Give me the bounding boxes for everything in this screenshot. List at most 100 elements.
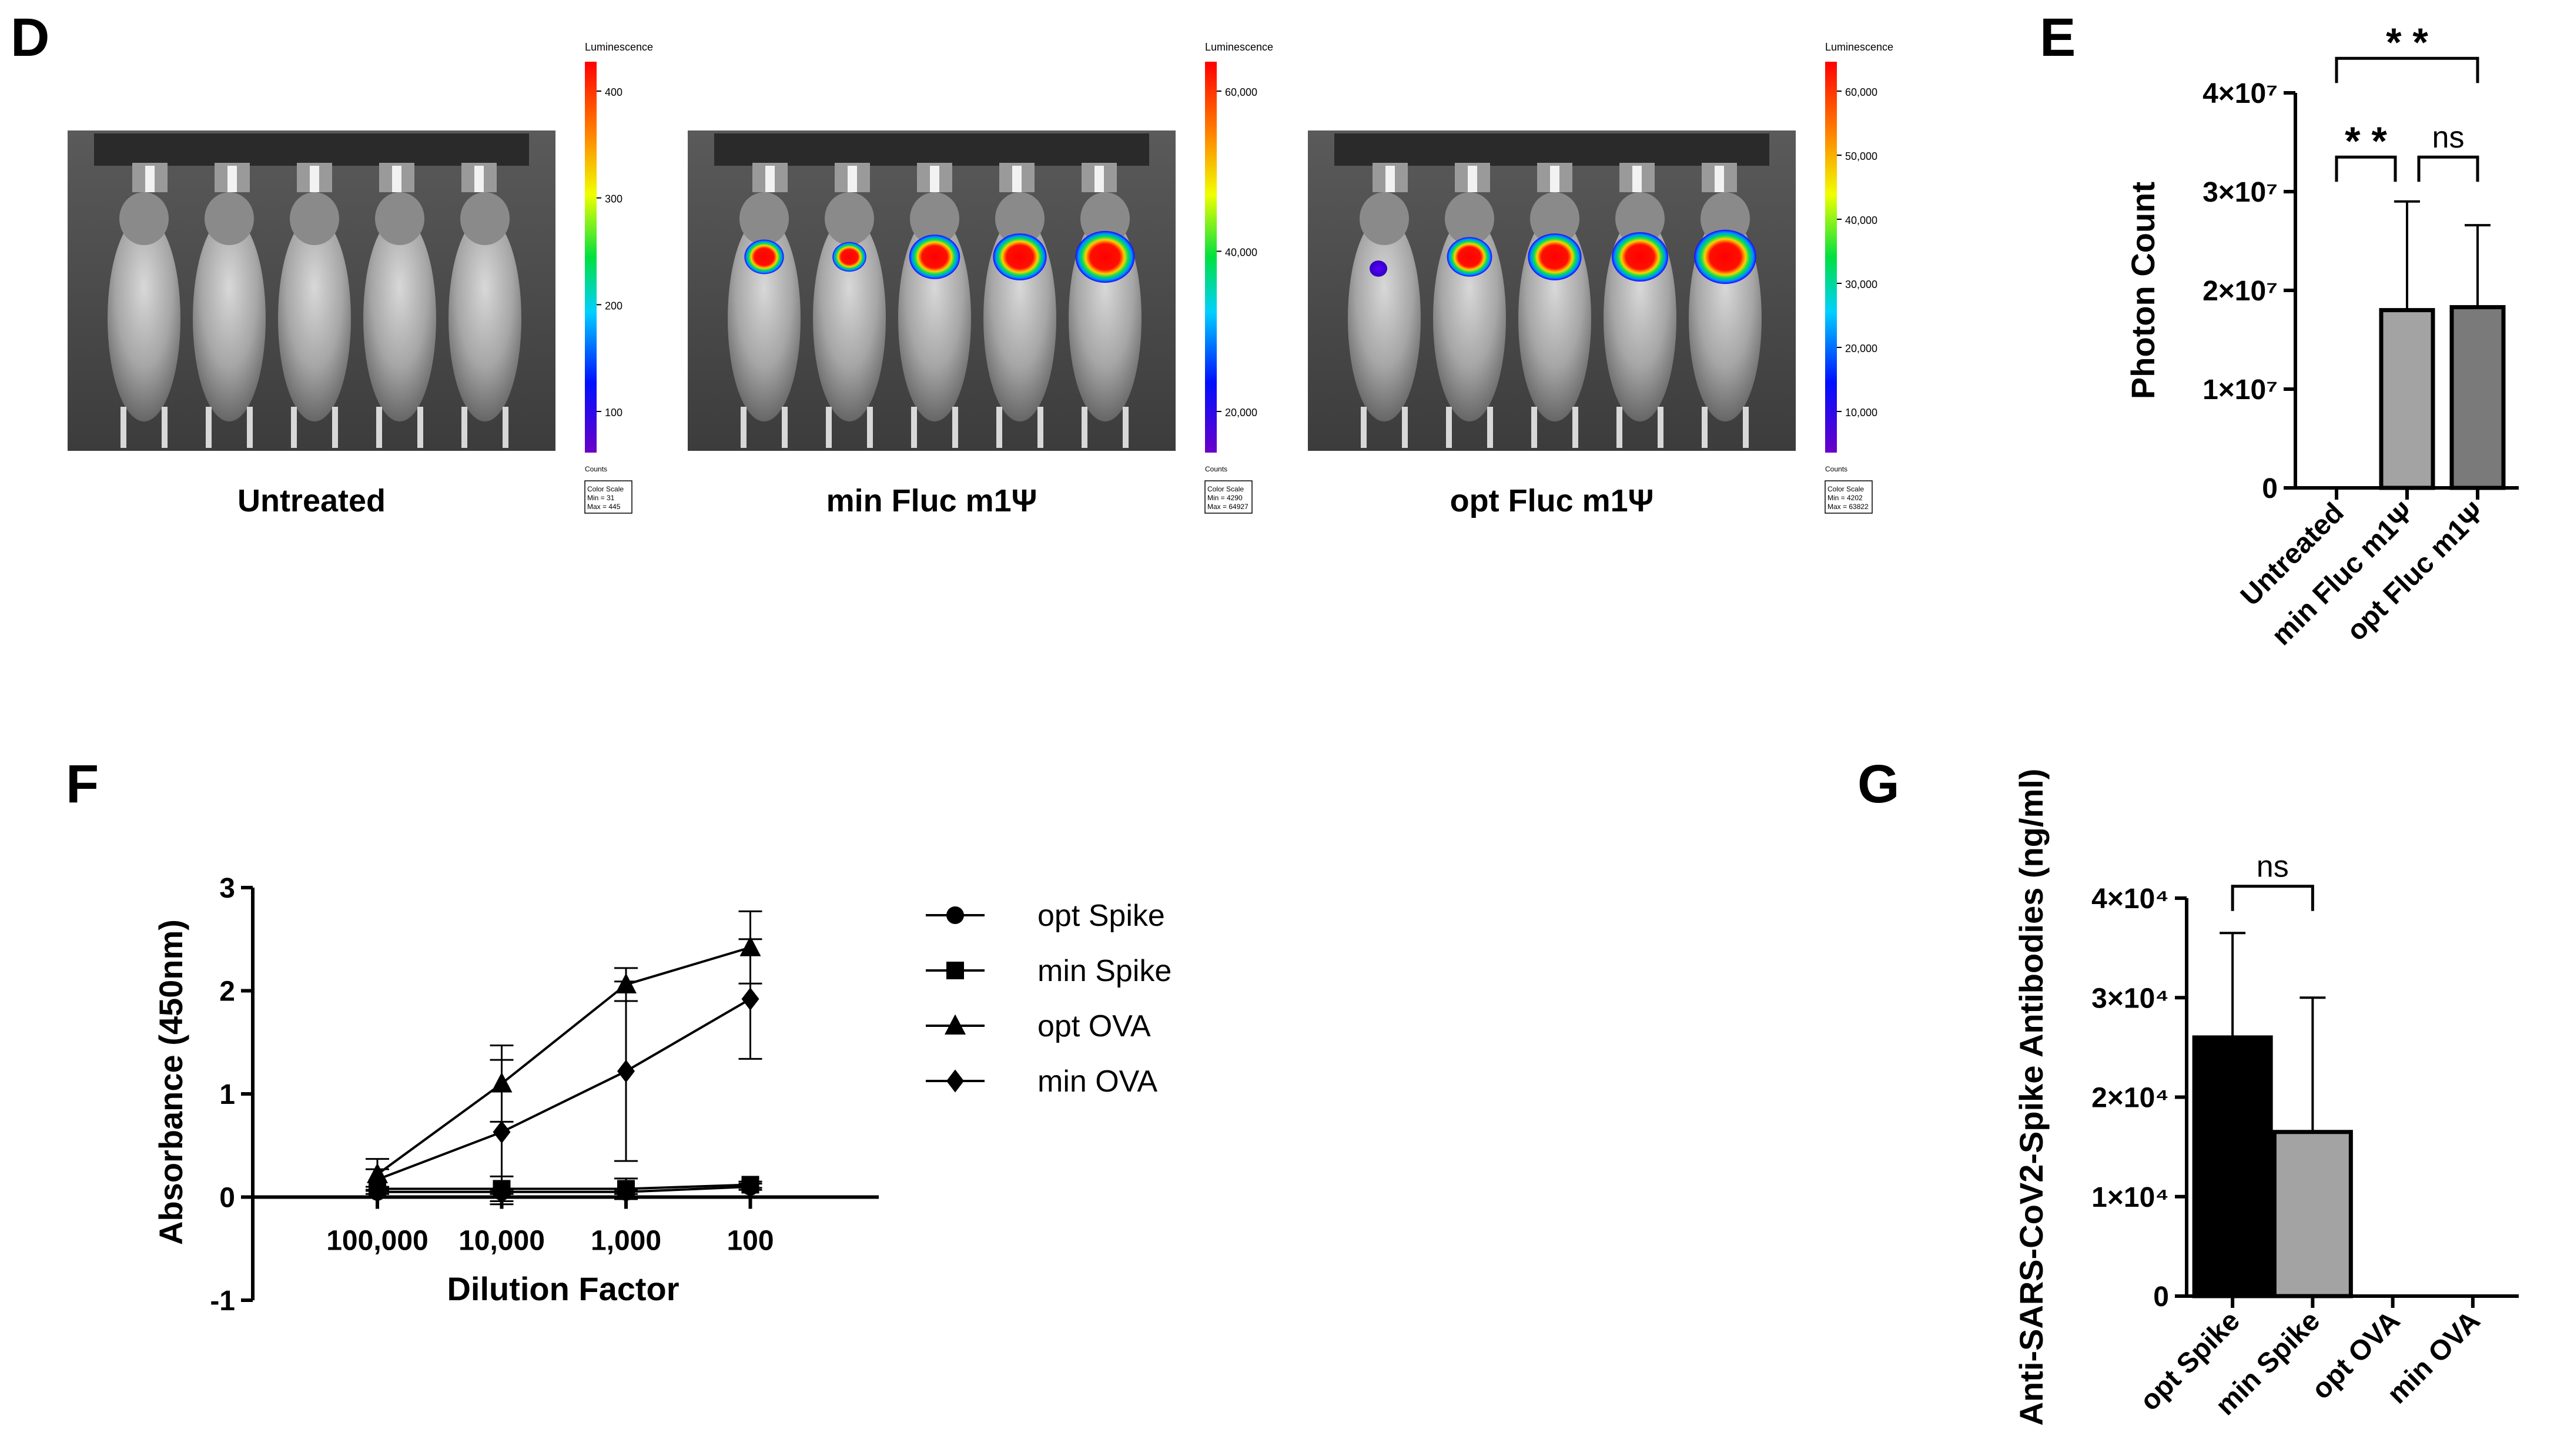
mouse-leg <box>1531 407 1537 448</box>
scale-tick-label: 60,000 <box>1845 86 1877 98</box>
mouse-leg <box>247 407 253 448</box>
panel-letter-e: E <box>2040 8 2076 68</box>
bar-opt-spike <box>2192 1035 2273 1298</box>
mouse-leg <box>1402 407 1408 448</box>
marker-square <box>741 1176 759 1194</box>
nose-cone-rack <box>714 133 1149 166</box>
mouse-leg <box>1702 407 1708 448</box>
y-axis-title: Absorbance (450nm) <box>152 919 189 1245</box>
significance-label: ns <box>2432 121 2465 155</box>
mouse-head <box>1080 192 1130 245</box>
mouse-leg <box>782 407 788 448</box>
y-tick-label: 2×10⁴ <box>2091 1083 2169 1114</box>
nose-cone-rack <box>94 133 529 166</box>
marker-diamond <box>369 1168 386 1191</box>
mouse-body <box>193 216 266 421</box>
scale-tick-label: 20,000 <box>1845 343 1877 354</box>
luminescence-spot <box>832 242 866 272</box>
nose-cone-highlight <box>474 166 484 192</box>
marker-diamond <box>946 1069 964 1093</box>
mouse-leg <box>867 407 873 448</box>
luminescence-spot <box>909 235 960 279</box>
scale-title: Luminescence <box>585 41 653 53</box>
mouse-leg <box>1082 407 1087 448</box>
scale-box-min: Min = 31 <box>587 494 615 502</box>
luminescence-spot <box>1612 232 1668 282</box>
scale-info-box <box>1825 480 1873 514</box>
imaging-group-2: min Fluc m1Ψ Luminescence 60,000 40,000 20,0… <box>688 41 1273 518</box>
mouse-leg <box>996 407 1002 448</box>
x-tick-label: 100,000 <box>326 1226 429 1257</box>
mouse-leg <box>332 407 338 448</box>
scale-title: Luminescence <box>1825 41 1893 53</box>
mouse-head <box>1360 192 1409 245</box>
scale-tick-label: 40,000 <box>1845 215 1877 226</box>
legend-label: opt Spike <box>1037 899 1165 933</box>
series-min-ova: min OVA <box>366 938 1158 1206</box>
scale-info-box <box>584 480 632 514</box>
series-line <box>377 1185 751 1193</box>
y-tick-label: 0 <box>2262 473 2278 504</box>
scale-tick-label: 60,000 <box>1225 86 1257 98</box>
y-tick-label: 2 <box>219 976 235 1008</box>
mouse-body <box>728 216 801 421</box>
mouse-leg <box>741 407 747 448</box>
bar-min-fluc-m1- <box>2379 308 2435 490</box>
mouse-body <box>813 216 886 421</box>
y-tick-label: 3 <box>219 873 235 904</box>
mouse-head <box>1615 192 1665 245</box>
imaging-panel: Untreated Luminescence 400 300 200 100 Counts C… <box>68 41 1893 518</box>
y-tick-label: 2×10⁷ <box>2203 276 2278 307</box>
mouse-leg <box>1361 407 1367 448</box>
mouse-head <box>1445 192 1494 245</box>
scale-tick-label: 20,000 <box>1225 407 1257 419</box>
marker-diamond <box>741 988 759 1011</box>
mouse-head <box>1701 192 1750 245</box>
scale-box-max: Max = 64927 <box>1207 503 1248 511</box>
scale-tick-label: 40,000 <box>1225 247 1257 259</box>
y-tick-label: 3×10⁴ <box>2091 983 2169 1014</box>
y-tick-label: -1 <box>210 1286 235 1317</box>
mouse-leg <box>162 407 168 448</box>
y-tick-label: 1×10⁷ <box>2203 374 2278 406</box>
nose-cone-highlight <box>1632 166 1642 192</box>
series-line <box>376 946 751 1176</box>
mouse-leg <box>206 407 212 448</box>
color-scale-bar <box>1825 62 1837 453</box>
nose-cone-rack <box>1334 133 1769 166</box>
significance-bracket <box>2335 155 2397 182</box>
scale-box-min: Min = 4290 <box>1207 494 1243 502</box>
mouse-leg <box>417 407 423 448</box>
y-axis-title: Anti-SARS-CoV2-Spike Antibodies (ng/ml) <box>2013 769 2050 1426</box>
luminescence-spot <box>1528 233 1582 280</box>
nose-cone-highlight <box>930 166 939 192</box>
series-line <box>377 998 751 1181</box>
absorbance-line-chart: -1 0 1 2 3 100,000 10,000 1,000 100 Dilution Fact… <box>152 873 1171 1317</box>
series-opt-spike: opt Spike <box>366 899 1165 1201</box>
marker-triangle <box>945 1014 966 1035</box>
mouse-head <box>205 192 254 245</box>
mouse-leg <box>1487 407 1493 448</box>
panel-letter-d: D <box>11 8 49 68</box>
scale-box-title: Color Scale <box>587 485 624 493</box>
series-line <box>377 1183 751 1190</box>
significance-bracket <box>2335 56 2479 83</box>
mouse-body <box>278 216 351 421</box>
scale-info-box <box>1204 480 1253 514</box>
marker-diamond <box>493 1120 511 1144</box>
nose-cone-highlight <box>1715 166 1724 192</box>
mouse-leg <box>1743 407 1749 448</box>
mouse-leg <box>120 407 126 448</box>
nose-cone-highlight <box>145 166 155 192</box>
panel-letter-f: F <box>66 754 99 814</box>
luminescence-spot <box>744 239 784 275</box>
y-tick-label: 4×10⁷ <box>2203 78 2278 109</box>
x-axis-title: Dilution Factor <box>447 1270 679 1307</box>
luminescence-spot <box>1694 229 1756 284</box>
scale-counts-label: Counts <box>585 465 607 473</box>
mouse-leg <box>1658 407 1663 448</box>
mouse-leg <box>1572 407 1578 448</box>
x-tick-label: 10,000 <box>458 1226 545 1257</box>
